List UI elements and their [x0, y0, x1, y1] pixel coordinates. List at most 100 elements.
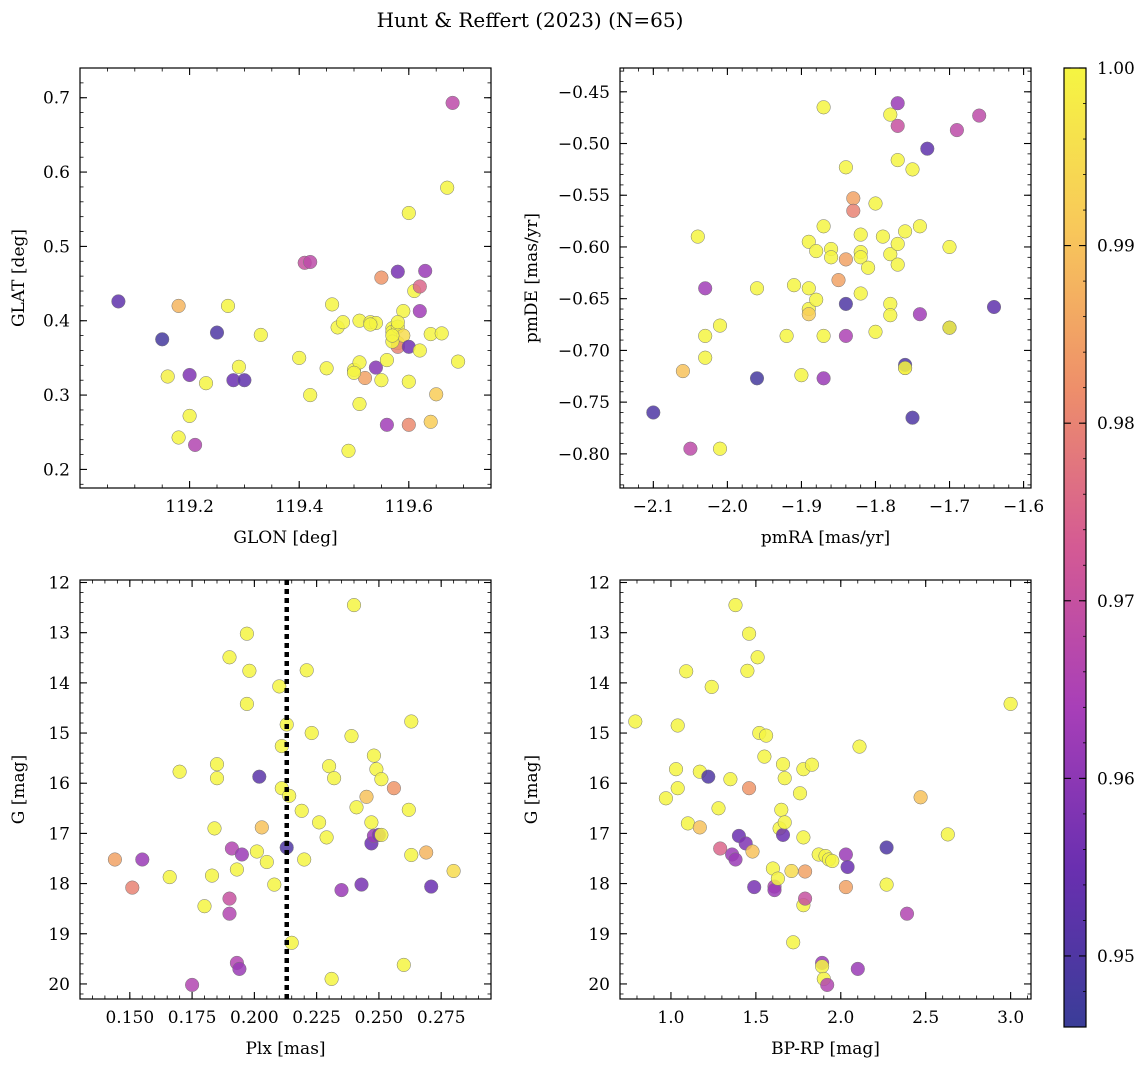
minor-ticks	[620, 68, 1031, 488]
data-point	[913, 790, 928, 805]
data-point	[749, 371, 765, 386]
data-point	[628, 714, 643, 729]
data-point	[346, 365, 362, 380]
data-point	[267, 877, 282, 892]
y-tick-label: 18	[588, 875, 610, 895]
x-tick-label: −1.7	[929, 497, 970, 517]
y-axis-label: GLAT [deg]	[9, 229, 29, 327]
data-point	[796, 830, 811, 845]
data-point	[222, 650, 237, 665]
data-point	[368, 360, 383, 375]
x-tick-label: −1.9	[781, 497, 822, 517]
data-point	[905, 162, 920, 177]
data-point	[840, 859, 855, 875]
data-point	[155, 332, 170, 347]
data-point	[728, 852, 743, 867]
data-point	[222, 891, 237, 906]
data-point	[412, 343, 427, 358]
colorbar-tick-label: 0.97	[1097, 592, 1135, 612]
data-point	[701, 769, 716, 784]
data-point	[825, 853, 840, 869]
data-point	[670, 718, 685, 733]
data-point	[801, 234, 816, 249]
data-point	[335, 315, 351, 330]
y-tick-label: 12	[588, 574, 610, 594]
colorbar-tick-label: 0.98	[1097, 414, 1135, 434]
data-point	[231, 359, 246, 374]
data-point	[759, 728, 774, 743]
data-point	[440, 180, 455, 195]
data-point	[786, 278, 802, 293]
data-point	[861, 260, 876, 275]
data-point	[197, 899, 212, 914]
data-point	[794, 368, 809, 383]
data-point	[324, 971, 339, 986]
data-point	[204, 868, 220, 883]
y-tick-label: 0.7	[43, 89, 70, 109]
data-point	[239, 696, 254, 711]
data-point	[838, 847, 853, 862]
data-point	[171, 298, 186, 313]
data-point	[344, 729, 359, 744]
data-point	[162, 870, 177, 885]
data-point	[712, 441, 728, 456]
data-point	[237, 373, 252, 388]
x-tick-label: 0.275	[417, 1008, 466, 1028]
data-point	[334, 883, 349, 898]
data-point	[341, 443, 356, 458]
data-point	[779, 328, 794, 343]
y-tick-label: 16	[588, 774, 610, 794]
data-point	[401, 802, 416, 817]
y-tick-label: 12	[48, 574, 70, 594]
data-point	[401, 374, 416, 389]
data-point	[185, 977, 200, 992]
y-tick-label: −0.55	[558, 186, 610, 206]
data-point	[232, 961, 247, 976]
axes-frame	[79, 67, 492, 489]
colorbar-tick-label: 0.96	[1097, 769, 1135, 789]
data-point	[352, 396, 367, 412]
x-tick-label: 0.225	[292, 1008, 341, 1028]
data-point	[853, 250, 868, 265]
data-point	[809, 244, 824, 259]
data-point	[327, 771, 342, 786]
data-point	[890, 153, 905, 168]
data-points	[628, 598, 1018, 992]
data-points	[107, 598, 461, 992]
data-point	[742, 626, 757, 641]
data-point	[838, 296, 853, 311]
data-point	[252, 769, 267, 784]
data-point	[879, 840, 894, 855]
panel-glon-glat: 119.2 119.4 119.6 0.2 0.3 0.4 0.5 0.6 0.7 GLON [d…	[9, 67, 492, 548]
data-point	[798, 891, 813, 906]
y-tick-label: 13	[48, 624, 70, 644]
data-point	[940, 827, 955, 842]
data-point	[816, 100, 831, 115]
colorbar: 0.95 0.96 0.97 0.98 0.99 1.00	[1063, 59, 1135, 1028]
data-point	[712, 318, 728, 333]
data-point	[723, 772, 738, 787]
data-point	[259, 854, 274, 870]
data-point	[728, 598, 743, 613]
axes-frame	[619, 579, 1032, 1000]
y-tick-label: 16	[48, 774, 70, 794]
y-tick-label: 20	[48, 975, 70, 995]
data-point	[209, 771, 225, 786]
data-point	[949, 123, 964, 138]
data-point	[312, 815, 327, 830]
data-point	[898, 224, 913, 239]
data-point	[846, 191, 861, 206]
y-tick-label: 14	[588, 674, 610, 694]
data-point	[446, 863, 461, 879]
y-tick-label: −0.50	[558, 135, 610, 155]
data-point	[349, 800, 364, 815]
data-point	[704, 679, 719, 694]
data-point	[451, 354, 466, 369]
data-point	[418, 263, 433, 278]
data-point	[986, 299, 1002, 315]
data-point	[207, 821, 222, 836]
x-tick-label: 0.150	[105, 1008, 154, 1028]
data-points	[111, 95, 466, 458]
data-point	[354, 877, 369, 892]
data-point	[658, 791, 673, 806]
